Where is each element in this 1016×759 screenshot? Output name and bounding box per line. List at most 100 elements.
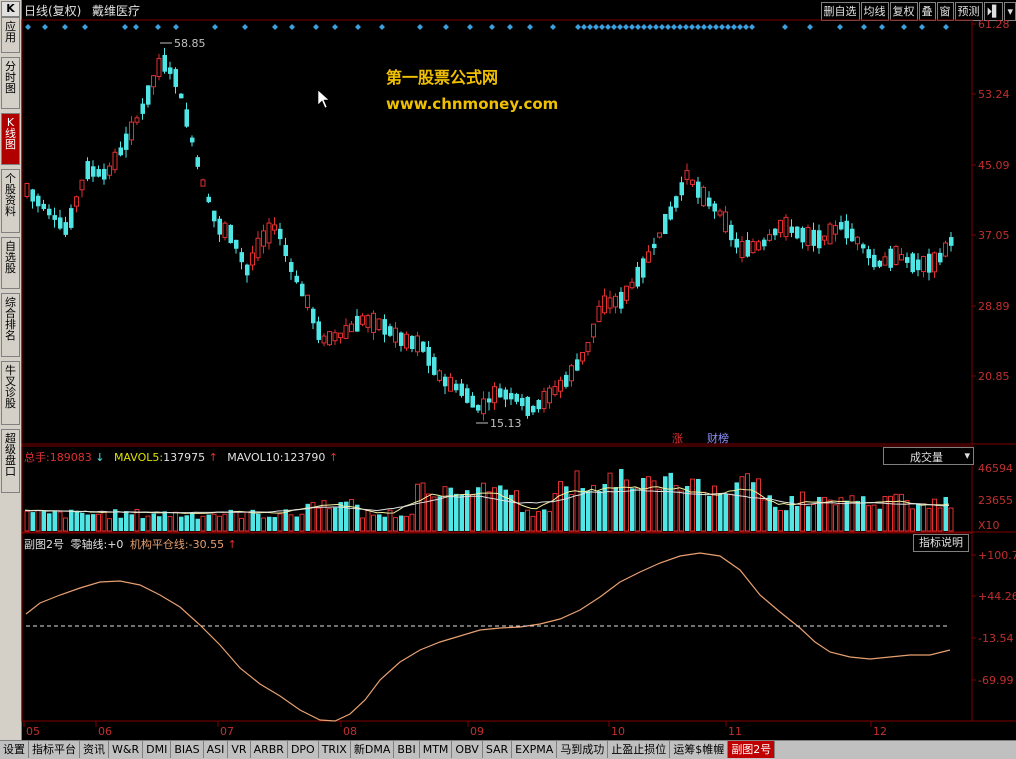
- indicator-tab[interactable]: 运筹$帷幄: [670, 741, 728, 758]
- volume-bar: [856, 501, 861, 531]
- low-marker: 15.13: [476, 417, 522, 430]
- volume-bar: [119, 518, 124, 531]
- price-axis-label: 20.85: [978, 370, 1010, 383]
- candle-body: [542, 391, 546, 408]
- volume-bar: [504, 490, 509, 531]
- signal-diamond: [629, 24, 635, 30]
- volume-bar: [669, 473, 674, 531]
- volume-bar: [91, 514, 96, 531]
- volume-bar: [179, 517, 184, 531]
- candle-body: [806, 228, 810, 246]
- indicator-tab[interactable]: W&R: [109, 741, 143, 758]
- volume-bar: [295, 517, 300, 531]
- indicator-tab[interactable]: DMI: [143, 741, 171, 758]
- event-tag-zhang[interactable]: 涨: [672, 432, 683, 445]
- candle-body: [97, 169, 102, 177]
- candle-body: [141, 104, 146, 114]
- candle-body: [465, 388, 470, 403]
- candle-body: [504, 390, 509, 400]
- volume-bar: [647, 477, 651, 531]
- signal-diamond: [701, 24, 707, 30]
- indicator-axis-label: -13.54: [978, 632, 1013, 645]
- candle-body: [152, 76, 156, 87]
- volume-indicator-select[interactable]: 成交量 ▾: [883, 447, 974, 465]
- signal-diamond: [731, 24, 737, 30]
- volume-bar: [190, 513, 195, 531]
- indicator-tab[interactable]: TRIX: [319, 741, 351, 758]
- indicator-tab[interactable]: ARBR: [251, 741, 288, 758]
- indicator-tab[interactable]: VR: [228, 741, 250, 758]
- indicator-tab[interactable]: BIAS: [171, 741, 203, 758]
- indicator-tab[interactable]: BBI: [394, 741, 419, 758]
- event-tag-caibang[interactable]: 财榜: [707, 431, 729, 445]
- indicator-tab[interactable]: 副图2号: [728, 741, 775, 758]
- volume-bar: [405, 516, 409, 531]
- candle-body: [245, 265, 250, 276]
- signal-diamond: [122, 24, 128, 30]
- volume-bar: [498, 485, 503, 531]
- candle-body: [553, 387, 557, 395]
- volume-bar: [152, 514, 157, 531]
- volume-bar: [526, 510, 530, 531]
- price-axis-label: 37.05: [978, 229, 1010, 242]
- volume-header: 总手:189083 ↓ MAVOL5:137975 ↑ MAVOL10:1237…: [24, 449, 338, 465]
- volume-bar: [218, 516, 222, 531]
- indicator-tab[interactable]: SAR: [483, 741, 512, 758]
- volume-bar: [531, 516, 535, 531]
- signal-diamond: [617, 24, 623, 30]
- candle-body: [883, 257, 887, 265]
- indicator-help-button[interactable]: 指标说明: [913, 534, 969, 552]
- volume-bar: [262, 518, 266, 531]
- low-price-label: 15.13: [490, 417, 522, 430]
- indicator-tab[interactable]: 指标平台: [29, 741, 80, 758]
- candle-body: [944, 243, 948, 256]
- volume-bar: [845, 501, 850, 531]
- indicator-tab[interactable]: 马到成功: [557, 741, 608, 758]
- time-axis-label: 11: [728, 725, 742, 738]
- volume-bar: [377, 514, 382, 531]
- candle-body: [872, 255, 877, 267]
- signal-diamond: [581, 24, 587, 30]
- candle-body: [905, 257, 910, 263]
- indicator-tab[interactable]: 止盈止损位: [608, 741, 670, 758]
- candle-body: [702, 187, 706, 205]
- candle-body: [515, 394, 520, 402]
- candle-body: [157, 59, 161, 77]
- volume-bar: [812, 505, 816, 531]
- volume-bar: [916, 503, 921, 531]
- candle-body: [575, 359, 580, 370]
- volume-bar: [350, 499, 354, 531]
- indicator-tab[interactable]: OBV: [452, 741, 482, 758]
- volume-bar: [696, 479, 701, 531]
- volume-bar: [872, 505, 876, 531]
- volume-bar: [289, 515, 293, 531]
- indicator-tab[interactable]: MTM: [420, 741, 453, 758]
- signal-diamond: [689, 24, 695, 30]
- indicator-tab[interactable]: ASI: [204, 741, 229, 758]
- candle-body: [47, 209, 52, 216]
- candle-body: [674, 196, 679, 208]
- candle-body: [663, 214, 668, 234]
- volume-bar: [168, 517, 172, 531]
- volume-bar: [416, 484, 420, 531]
- indicator-tab[interactable]: EXPMA: [512, 741, 557, 758]
- indicator-tab[interactable]: DPO: [288, 741, 319, 758]
- volume-bar: [839, 498, 843, 531]
- indicator-tab[interactable]: 新DMA: [351, 741, 395, 758]
- indicator-tab[interactable]: 资讯: [80, 741, 109, 758]
- candle-body: [240, 252, 245, 262]
- signal-diamond: [242, 24, 248, 30]
- volume-bar: [746, 474, 750, 531]
- candle-body: [196, 157, 201, 167]
- indicator-tab[interactable]: 设置: [0, 741, 29, 758]
- candle-body: [839, 222, 844, 229]
- volume-bar: [922, 504, 926, 531]
- volume-bar: [432, 497, 436, 531]
- candle-body: [251, 253, 255, 265]
- volume-bar: [762, 500, 766, 531]
- candle-body: [295, 276, 300, 282]
- volume-bar: [64, 518, 68, 531]
- candle-body: [603, 296, 607, 313]
- time-axis-label: 05: [26, 725, 40, 738]
